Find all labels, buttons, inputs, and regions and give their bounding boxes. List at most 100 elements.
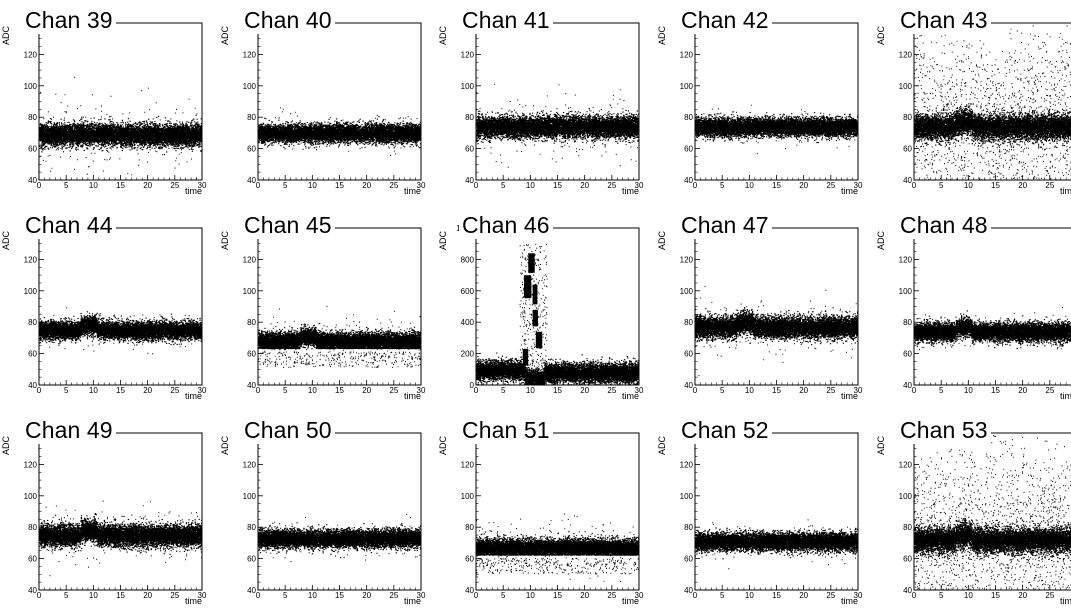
x-tick-label: 15 bbox=[553, 181, 562, 190]
y-tick-label: 140 bbox=[899, 19, 913, 28]
x-tick-label: 0 bbox=[912, 181, 917, 190]
y-tick-label: 80 bbox=[247, 318, 256, 327]
y-tick-label: 120 bbox=[680, 460, 694, 469]
channel-panel: 0 5 10 15 20 25 30 40 60 80 100 120 140 Chan 49 ADC tim… bbox=[0, 410, 218, 615]
plot-frame bbox=[258, 433, 421, 590]
y-tick-label: 100 bbox=[680, 287, 694, 296]
y-tick-label: 100 bbox=[899, 287, 913, 296]
data-points bbox=[914, 307, 1071, 350]
x-tick-label: 10 bbox=[89, 386, 98, 395]
y-tick-label: 140 bbox=[24, 429, 38, 438]
y-tick-label: 140 bbox=[899, 224, 913, 233]
x-tick-label: 20 bbox=[799, 386, 808, 395]
y-tick-label: 80 bbox=[28, 318, 37, 327]
x-tick-label: 5 bbox=[64, 591, 69, 600]
y-tick-label: 40 bbox=[247, 176, 256, 185]
y-tick-label: 40 bbox=[465, 586, 474, 595]
x-tick-label: 10 bbox=[745, 591, 754, 600]
x-axis-label: time bbox=[404, 596, 421, 607]
x-tick-label: 10 bbox=[745, 181, 754, 190]
x-tick-label: 5 bbox=[939, 181, 944, 190]
x-tick-label: 25 bbox=[389, 181, 398, 190]
x-axis-label: time bbox=[1060, 596, 1071, 607]
y-axis-label: ADC bbox=[219, 437, 235, 455]
x-tick-label: 10 bbox=[745, 386, 754, 395]
data-points bbox=[39, 501, 203, 577]
y-tick-label: 40 bbox=[247, 381, 256, 390]
y-tick-label: 140 bbox=[24, 224, 38, 233]
x-axis-label: time bbox=[404, 391, 421, 402]
data-points bbox=[39, 77, 203, 179]
plot-frame bbox=[914, 433, 1071, 590]
y-tick-label: 40 bbox=[28, 176, 37, 185]
y-tick-label: 120 bbox=[24, 50, 38, 59]
x-tick-label: 15 bbox=[116, 181, 125, 190]
x-tick-label: 25 bbox=[170, 181, 179, 190]
y-tick-label: 120 bbox=[243, 255, 257, 264]
x-tick-label: 15 bbox=[772, 591, 781, 600]
x-axis-label: time bbox=[1060, 391, 1071, 402]
y-tick-label: 100 bbox=[243, 287, 257, 296]
y-axis-label: ADC bbox=[437, 27, 453, 45]
data-points bbox=[695, 286, 859, 376]
data-points bbox=[258, 107, 422, 156]
x-tick-label: 25 bbox=[1045, 591, 1054, 600]
y-tick-label: 1000 bbox=[456, 224, 474, 233]
channel-panel: 0 5 10 15 20 25 30 40 60 80 100 120 140 Chan 39 ADC tim… bbox=[0, 0, 218, 205]
x-tick-label: 25 bbox=[607, 181, 616, 190]
y-tick-label: 140 bbox=[243, 429, 257, 438]
y-tick-label: 40 bbox=[903, 381, 912, 390]
y-tick-label: 60 bbox=[903, 145, 912, 154]
x-axis-label: time bbox=[622, 186, 639, 197]
x-tick-label: 0 bbox=[693, 386, 698, 395]
y-axis-label: ADC bbox=[0, 437, 16, 455]
x-tick-label: 20 bbox=[1018, 386, 1027, 395]
x-tick-label: 0 bbox=[693, 181, 698, 190]
x-tick-label: 5 bbox=[501, 386, 506, 395]
y-tick-label: 40 bbox=[28, 586, 37, 595]
y-tick-label: 120 bbox=[461, 460, 475, 469]
channel-panel: 0 5 10 15 20 25 30 40 60 80 100 120 140 Chan 44 ADC tim… bbox=[0, 205, 218, 410]
y-axis-label: ADC bbox=[656, 232, 672, 250]
x-axis-label: time bbox=[841, 596, 858, 607]
y-tick-label: 60 bbox=[247, 145, 256, 154]
data-points bbox=[476, 84, 640, 168]
y-tick-label: 60 bbox=[28, 350, 37, 359]
y-tick-label: 100 bbox=[243, 492, 257, 501]
x-tick-label: 15 bbox=[991, 386, 1000, 395]
x-tick-label: 20 bbox=[580, 386, 589, 395]
x-tick-label: 5 bbox=[501, 591, 506, 600]
x-tick-label: 20 bbox=[362, 181, 371, 190]
y-tick-label: 140 bbox=[899, 429, 913, 438]
y-tick-label: 140 bbox=[461, 19, 475, 28]
y-tick-label: 80 bbox=[465, 113, 474, 122]
x-tick-label: 10 bbox=[308, 386, 317, 395]
y-axis-label: ADC bbox=[0, 232, 16, 250]
y-tick-label: 100 bbox=[461, 492, 475, 501]
x-tick-label: 25 bbox=[389, 386, 398, 395]
y-tick-label: 120 bbox=[24, 460, 38, 469]
y-tick-label: 60 bbox=[465, 145, 474, 154]
x-tick-label: 25 bbox=[607, 591, 616, 600]
x-tick-label: 20 bbox=[1018, 181, 1027, 190]
x-tick-label: 15 bbox=[335, 591, 344, 600]
x-tick-label: 25 bbox=[389, 591, 398, 600]
x-tick-label: 0 bbox=[256, 591, 261, 600]
x-tick-label: 5 bbox=[720, 591, 725, 600]
data-points bbox=[476, 513, 640, 582]
x-tick-label: 20 bbox=[799, 181, 808, 190]
x-tick-label: 20 bbox=[143, 181, 152, 190]
plot-frame bbox=[695, 228, 858, 385]
x-tick-label: 0 bbox=[474, 181, 479, 190]
y-tick-label: 120 bbox=[899, 460, 913, 469]
x-tick-label: 20 bbox=[362, 386, 371, 395]
y-tick-label: 60 bbox=[28, 145, 37, 154]
y-tick-label: 800 bbox=[461, 255, 475, 264]
x-tick-label: 15 bbox=[553, 591, 562, 600]
data-points bbox=[914, 25, 1071, 180]
x-tick-label: 15 bbox=[116, 591, 125, 600]
